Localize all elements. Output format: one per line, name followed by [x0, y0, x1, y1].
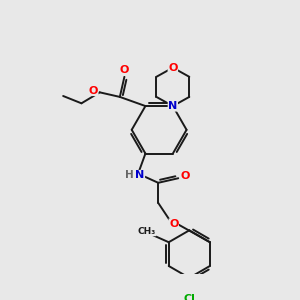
Text: O: O	[180, 171, 189, 182]
Text: H: H	[124, 170, 134, 181]
Text: Cl: Cl	[183, 294, 195, 300]
Text: O: O	[168, 63, 178, 73]
Text: O: O	[169, 219, 178, 229]
Text: N: N	[168, 101, 178, 111]
Text: O: O	[120, 65, 129, 75]
Text: O: O	[88, 85, 98, 95]
Text: CH₃: CH₃	[138, 227, 156, 236]
Text: N: N	[135, 170, 145, 181]
